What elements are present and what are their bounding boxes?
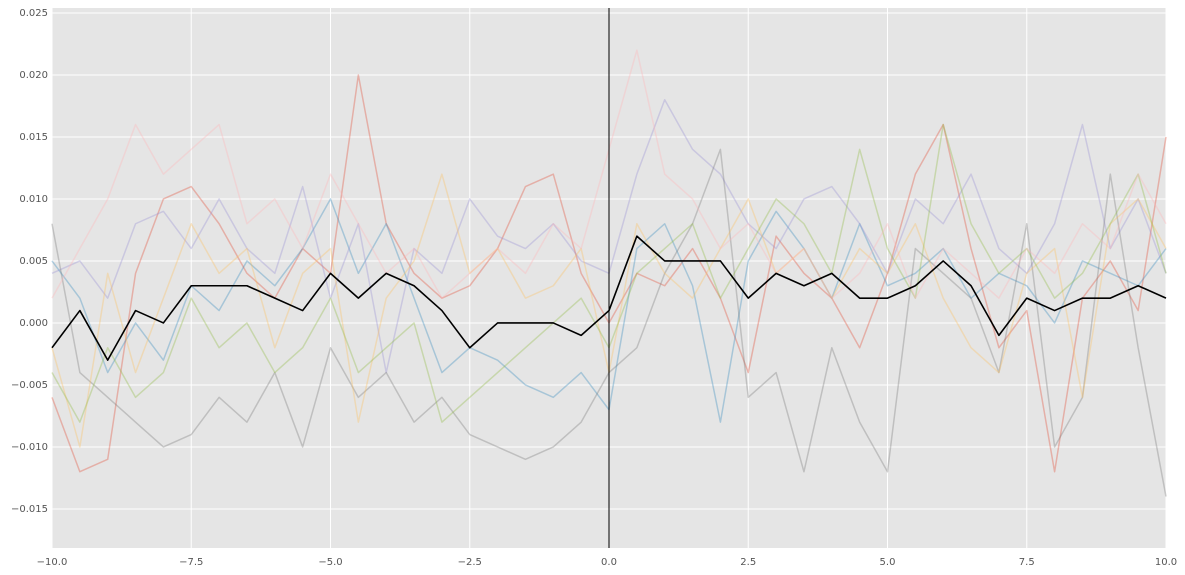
x-tick-label: 10.0	[1155, 557, 1177, 568]
y-tick-label: −0.015	[11, 504, 48, 515]
y-tick-label: 0.020	[19, 70, 48, 81]
x-tick-label: −7.5	[179, 557, 203, 568]
x-tick-label: −2.5	[458, 557, 482, 568]
x-tick-label: 2.5	[740, 557, 756, 568]
y-tick-label: 0.010	[19, 194, 48, 205]
y-tick-label: 0.025	[19, 8, 48, 19]
x-tick-label: 7.5	[1019, 557, 1035, 568]
x-tick-label: 5.0	[880, 557, 896, 568]
x-tick-label: −5.0	[318, 557, 342, 568]
y-tick-label: 0.000	[19, 318, 48, 329]
x-tick-label: 0.0	[601, 557, 617, 568]
x-tick-label: −10.0	[37, 557, 68, 568]
y-tick-label: −0.005	[11, 380, 48, 391]
y-tick-label: 0.015	[19, 132, 48, 143]
y-tick-label: 0.005	[19, 256, 48, 267]
y-tick-label: −0.010	[11, 442, 48, 453]
